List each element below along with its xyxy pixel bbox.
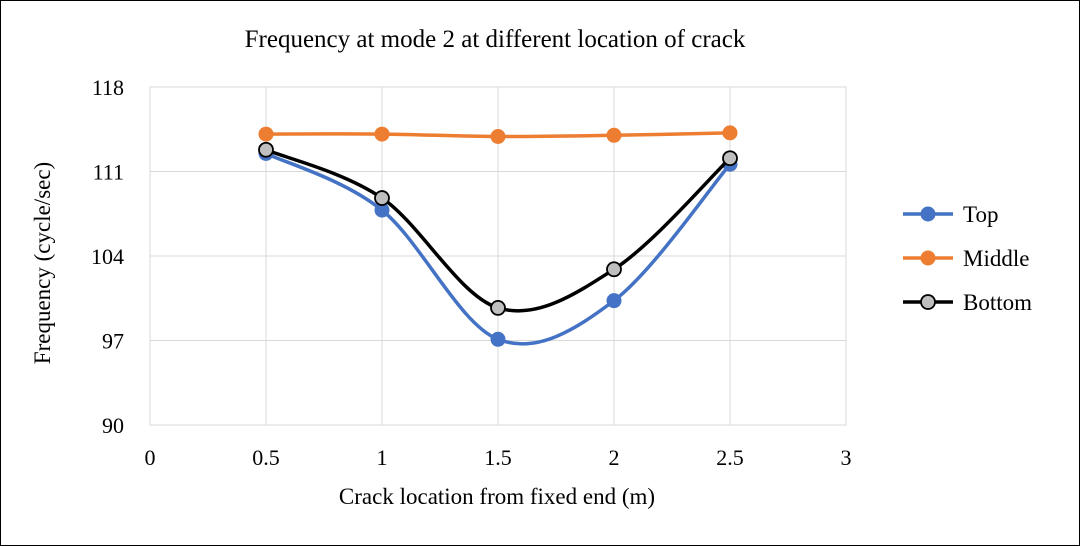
series-middle	[258, 125, 738, 144]
legend-label-top: Top	[963, 202, 998, 227]
data-point-bottom	[258, 141, 274, 158]
x-tick-label: 2.5	[716, 445, 744, 470]
legend-marker-middle	[920, 250, 936, 266]
x-tick-label: 1	[377, 445, 388, 470]
series-bottom	[258, 141, 738, 316]
y-tick-label: 97	[102, 329, 124, 354]
x-axis-ticks: 0 0.5 1 1.5 2 2.5 3	[145, 445, 852, 470]
data-point-top	[490, 331, 506, 347]
data-point-bottom	[374, 190, 390, 206]
legend-label-middle: Middle	[963, 246, 1029, 271]
legend-marker-top	[920, 206, 936, 222]
y-tick-label: 90	[102, 413, 124, 438]
series-top	[258, 145, 738, 347]
y-tick-label: 118	[92, 75, 124, 100]
legend-item-top: Top	[903, 202, 998, 227]
y-tick-label: 104	[91, 244, 124, 269]
data-point-middle	[258, 126, 274, 142]
data-point-top	[606, 293, 622, 309]
x-tick-label: 3	[841, 445, 852, 470]
data-point-bottom	[722, 150, 738, 167]
data-point-bottom	[490, 300, 506, 316]
legend: Top Middle Bottom	[903, 202, 1032, 315]
data-point-middle	[374, 126, 390, 142]
legend-marker-bottom	[920, 294, 936, 310]
y-axis-title: Frequency (cycle/sec)	[30, 162, 55, 364]
data-point-middle	[722, 125, 738, 141]
x-tick-label: 1.5	[484, 445, 512, 470]
x-tick-label: 2	[609, 445, 620, 470]
y-tick-label: 111	[93, 160, 124, 185]
legend-item-middle: Middle	[903, 246, 1029, 271]
x-tick-label: 0.5	[252, 445, 280, 470]
data-point-middle	[606, 127, 622, 143]
legend-item-bottom: Bottom	[903, 290, 1032, 315]
legend-label-bottom: Bottom	[963, 290, 1032, 315]
y-axis-ticks: 90 97 104 111 118	[91, 75, 124, 438]
x-tick-label: 0	[145, 445, 156, 470]
series-lines	[258, 125, 738, 347]
data-point-bottom	[606, 261, 622, 278]
chart-title: Frequency at mode 2 at different locatio…	[245, 26, 746, 53]
data-point-middle	[490, 128, 506, 144]
x-axis-title: Crack location from fixed end (m)	[339, 484, 655, 509]
